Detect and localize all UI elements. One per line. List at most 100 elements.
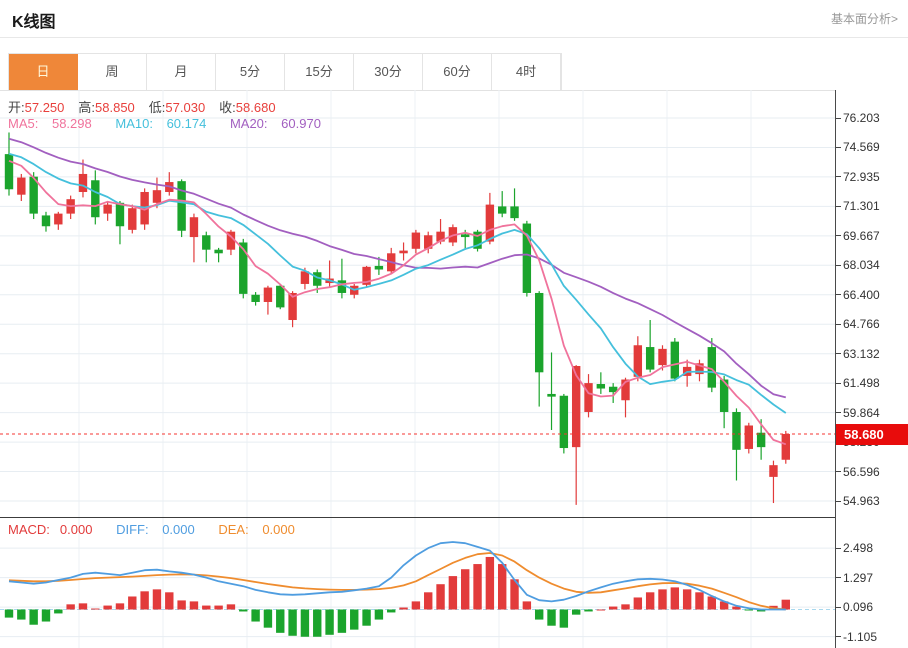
candle-body xyxy=(177,181,186,231)
price-axis-tick: 69.667 xyxy=(836,228,880,244)
candle-body xyxy=(313,272,322,286)
macd-chart[interactable] xyxy=(0,517,835,648)
macd-bar xyxy=(214,605,223,610)
macd-bar xyxy=(350,609,359,630)
candle-body xyxy=(633,345,643,377)
macd-bar xyxy=(226,604,236,610)
high-label: 高: xyxy=(78,100,96,115)
macd-bar xyxy=(337,609,347,633)
candle-body xyxy=(571,365,581,448)
close-value: 58.680 xyxy=(235,100,276,115)
candle-body xyxy=(115,202,125,227)
macd-bar xyxy=(522,601,532,610)
macd-bar xyxy=(781,599,790,610)
macd-bar xyxy=(633,597,643,610)
candle-body xyxy=(781,433,790,460)
macd-bar xyxy=(473,564,482,610)
macd-bar xyxy=(4,609,14,618)
candle-body xyxy=(202,235,211,250)
candle-body xyxy=(498,206,507,214)
macd-bar xyxy=(152,589,162,610)
candle-body xyxy=(608,386,618,393)
fundamental-analysis-link[interactable]: 基本面分析> xyxy=(830,12,898,26)
tab-week[interactable]: 周 xyxy=(78,54,147,90)
macd-bar xyxy=(732,606,741,610)
macd-bar xyxy=(103,605,112,610)
candle-body xyxy=(485,204,495,242)
candle-body xyxy=(732,411,741,450)
macd-bar xyxy=(707,596,717,610)
chart-area xyxy=(0,90,908,648)
pane-separator xyxy=(0,517,835,518)
tab-month[interactable]: 月 xyxy=(147,54,216,90)
candle-body xyxy=(584,383,593,412)
macd-bar xyxy=(78,603,88,610)
macd-bar xyxy=(547,609,556,626)
macd-bar xyxy=(596,609,606,611)
period-tabbar: 日 周 月 5分 15分 30分 60分 4时 xyxy=(8,53,562,90)
macd-bar xyxy=(251,609,260,622)
macd-bar xyxy=(436,584,445,610)
macd-bar xyxy=(115,603,125,610)
main-candle-chart[interactable] xyxy=(0,90,835,517)
candle-body xyxy=(239,242,248,294)
tab-5min[interactable]: 5分 xyxy=(216,54,285,90)
macd-bar xyxy=(66,604,75,610)
ohlc-legend: 开:57.250 高:58.850 低:57.030 收:58.680 xyxy=(8,97,290,116)
candle-body xyxy=(461,234,470,238)
macd-axis-tick: 2.498 xyxy=(836,540,873,556)
macd-axis-tick: -1.105 xyxy=(836,629,877,645)
open-value: 57.250 xyxy=(24,100,65,115)
macd-bar xyxy=(534,609,544,620)
candle-body xyxy=(769,465,778,477)
macd-axis-tick: 0.096 xyxy=(836,599,873,615)
macd-bar xyxy=(584,609,593,612)
candle-body xyxy=(744,425,753,449)
candle-body xyxy=(41,215,51,227)
candle-body xyxy=(226,231,236,250)
price-axis-tick: 54.963 xyxy=(836,493,880,509)
price-axis-tick: 74.569 xyxy=(836,139,880,155)
candle-body xyxy=(756,432,766,448)
price-axis-tick: 63.132 xyxy=(836,346,880,362)
candle-body xyxy=(362,266,371,285)
candle-body xyxy=(263,287,273,302)
tab-day[interactable]: 日 xyxy=(9,54,78,90)
macd-bar xyxy=(263,609,273,628)
ma-legend: MA5: 58.298 MA10: 60.174 MA20: 60.970 xyxy=(8,116,341,131)
candle-body xyxy=(424,235,433,249)
high-value: 58.850 xyxy=(95,100,135,115)
price-axis-tick: 66.400 xyxy=(836,287,880,303)
macd-bar xyxy=(300,609,310,637)
candle-body xyxy=(719,379,729,412)
title-divider xyxy=(0,37,908,38)
macd-bar xyxy=(140,591,149,610)
tab-4hour[interactable]: 4时 xyxy=(492,54,561,90)
macd-bar xyxy=(559,609,569,628)
macd-bar xyxy=(387,609,396,613)
price-axis-tick: 68.034 xyxy=(836,257,880,273)
candle-body xyxy=(411,232,421,249)
y-axis: 76.203 74.569 72.935 71.301 69.667 68.034 66.4… xyxy=(835,90,908,648)
diff-value: DIFF: 0.000 xyxy=(116,522,195,537)
page-title: K线图 xyxy=(12,14,56,31)
macd-bar xyxy=(411,601,421,610)
macd-bar xyxy=(695,592,704,610)
macd-bar xyxy=(41,609,51,622)
candle-body xyxy=(103,204,112,214)
candle-body xyxy=(78,173,88,192)
macd-bar xyxy=(399,607,408,610)
macd-bar xyxy=(276,609,285,633)
macd-legend: MACD: 0.000 DIFF: 0.000 DEA: 0.000 xyxy=(8,522,315,537)
tab-15min[interactable]: 15分 xyxy=(285,54,354,90)
tab-60min[interactable]: 60分 xyxy=(423,54,492,90)
ma5-line xyxy=(8,159,787,446)
tab-30min[interactable]: 30分 xyxy=(354,54,423,90)
candle-body xyxy=(54,213,63,225)
price-axis-tick: 59.864 xyxy=(836,405,880,421)
close-label: 收: xyxy=(219,100,236,115)
macd-bar xyxy=(744,609,753,611)
macd-bar xyxy=(498,564,507,610)
macd-bar xyxy=(682,589,692,610)
